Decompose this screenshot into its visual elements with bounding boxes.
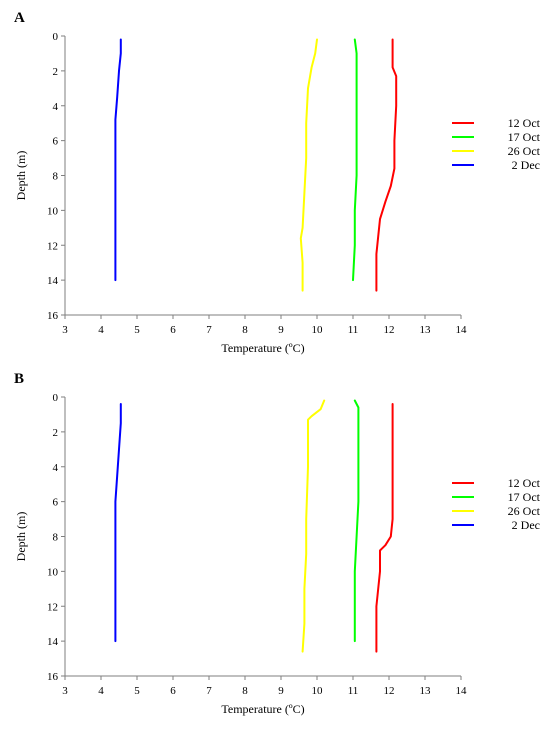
legend-label: 2 Dec xyxy=(512,158,540,172)
series-line-12-oct xyxy=(375,403,394,653)
x-tick-label: 7 xyxy=(206,324,212,336)
legend-label: 12 Oct xyxy=(508,116,541,130)
x-tick-label: 10 xyxy=(312,685,324,697)
legend-label: 2 Dec xyxy=(512,518,540,532)
legend-label: 26 Oct xyxy=(508,144,541,158)
series-line-17-oct xyxy=(353,399,360,643)
y-tick-label: 12 xyxy=(47,601,58,613)
y-tick-label: 2 xyxy=(53,427,59,439)
x-tick-label: 3 xyxy=(62,685,68,697)
y-tick-label: 14 xyxy=(47,275,59,287)
x-tick-label: 4 xyxy=(98,685,104,697)
x-tick-label: 14 xyxy=(456,324,468,336)
x-axis-title: Temperature (ºC) xyxy=(221,341,304,355)
x-tick-label: 3 xyxy=(62,324,68,336)
series-line-2-dec xyxy=(114,38,122,282)
series-line-26-oct xyxy=(301,399,326,653)
y-tick-label: 6 xyxy=(53,497,59,509)
y-tick-label: 14 xyxy=(47,636,59,648)
series-line-2-dec xyxy=(114,403,122,643)
y-tick-label: 12 xyxy=(47,240,58,252)
x-tick-label: 12 xyxy=(384,685,395,697)
x-tick-label: 13 xyxy=(420,324,432,336)
x-tick-label: 4 xyxy=(98,324,104,336)
y-tick-label: 4 xyxy=(53,462,59,474)
x-tick-label: 6 xyxy=(170,685,176,697)
y-axis-title: Depth (m) xyxy=(14,151,28,201)
x-tick-label: 6 xyxy=(170,324,176,336)
x-tick-label: 14 xyxy=(456,685,468,697)
x-tick-label: 11 xyxy=(348,685,359,697)
y-tick-label: 8 xyxy=(53,171,59,183)
y-tick-label: 10 xyxy=(47,205,59,217)
series-line-26-oct xyxy=(299,38,318,292)
x-tick-label: 12 xyxy=(384,324,395,336)
x-tick-label: 8 xyxy=(242,685,248,697)
series-line-12-oct xyxy=(375,38,398,292)
y-tick-label: 8 xyxy=(53,532,59,544)
legend-label: 17 Oct xyxy=(508,130,541,144)
x-tick-label: 11 xyxy=(348,324,359,336)
legend-label: 12 Oct xyxy=(508,476,541,490)
x-tick-label: 10 xyxy=(312,324,324,336)
panel-label: B xyxy=(14,371,24,387)
panel-label: A xyxy=(14,10,25,26)
panel-B: B 0 2 4 6 8 10 12 14 163 4 5 6 7 8 9 10 11 12 13 14 Temperatu… xyxy=(14,371,541,716)
y-axis-title: Depth (m) xyxy=(14,512,28,562)
x-tick-label: 13 xyxy=(420,685,432,697)
y-tick-label: 16 xyxy=(47,310,59,322)
y-tick-label: 0 xyxy=(53,31,59,43)
y-tick-label: 0 xyxy=(53,392,59,404)
x-tick-label: 9 xyxy=(278,685,284,697)
x-tick-label: 7 xyxy=(206,685,212,697)
panel-A: A 0 2 4 6 8 10 12 14 163 4 5 6 7 8 9 10 11 12 13 14 Temperatu… xyxy=(14,10,541,355)
legend-label: 26 Oct xyxy=(508,504,541,518)
y-tick-label: 10 xyxy=(47,566,59,578)
x-tick-label: 8 xyxy=(242,324,248,336)
y-tick-label: 4 xyxy=(53,101,59,113)
x-tick-label: 5 xyxy=(134,324,140,336)
series-line-17-oct xyxy=(352,38,358,282)
x-tick-label: 5 xyxy=(134,685,140,697)
x-tick-label: 9 xyxy=(278,324,284,336)
x-axis-title: Temperature (ºC) xyxy=(221,702,304,716)
legend-label: 17 Oct xyxy=(508,490,541,504)
y-tick-label: 2 xyxy=(53,66,59,78)
y-tick-label: 16 xyxy=(47,671,59,683)
y-tick-label: 6 xyxy=(53,136,59,148)
